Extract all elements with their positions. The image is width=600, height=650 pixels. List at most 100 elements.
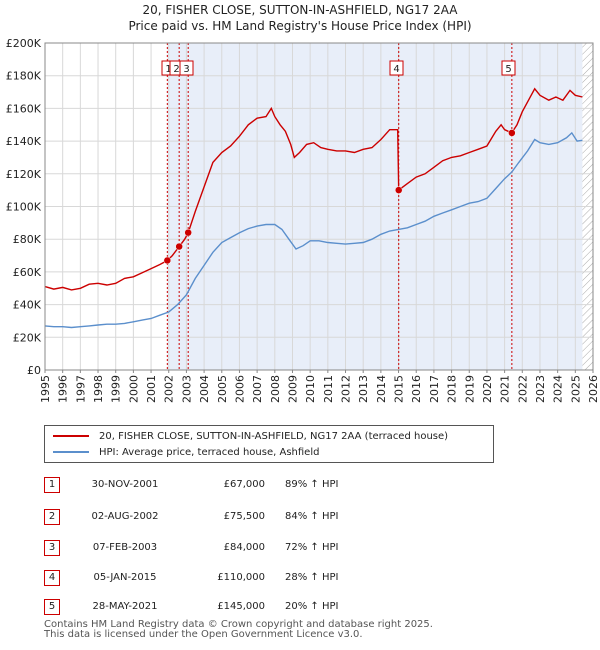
- x-tick-label: 2012: [340, 375, 353, 403]
- x-tick-label: 2000: [127, 375, 140, 403]
- sale-point: [184, 228, 192, 237]
- sale-label-frame: [179, 60, 194, 76]
- sale-point: [508, 129, 516, 137]
- sale-number-badge: 1: [44, 477, 60, 493]
- sale-hpi-diff: 84% ↑ HPI: [285, 511, 339, 522]
- sale-date: 28-MAY-2021: [92, 601, 158, 612]
- x-tick-label: 2002: [163, 375, 176, 403]
- footer: Contains HM Land Registry data © Crown c…: [44, 620, 433, 640]
- legend-swatch-property: [53, 435, 89, 437]
- sale-label-number: 5: [505, 64, 511, 75]
- sale-hpi-diff: 28% ↑ HPI: [285, 572, 339, 583]
- x-tick-label: 1999: [110, 375, 123, 403]
- x-tick-label: 2018: [446, 375, 459, 403]
- sale-label-box: 4: [389, 60, 404, 76]
- sale-price: £75,500: [223, 511, 265, 522]
- x-tick-label: 2014: [375, 375, 388, 403]
- x-tick-label: 2016: [410, 375, 423, 403]
- chart-subtitle: Price paid vs. HM Land Registry's House …: [128, 19, 472, 33]
- y-tick-label: £60K: [13, 266, 42, 279]
- sale-point: [394, 186, 403, 194]
- legend-item-hpi: HPI: Average price, terraced house, Ashf…: [53, 445, 319, 459]
- x-tick-label: 2009: [286, 375, 299, 403]
- y-tick-label: £200K: [6, 37, 42, 50]
- table-row: 3 07-FEB-2003 £84,000 72% ↑ HPI: [0, 538, 600, 558]
- x-tick-label: 2010: [304, 375, 317, 403]
- footer-licence: This data is licensed under the Open Gov…: [44, 629, 363, 640]
- legend-label-property: 20, FISHER CLOSE, SUTTON-IN-ASHFIELD, NG…: [99, 430, 449, 442]
- x-tick-label: 1998: [92, 375, 105, 403]
- x-tick-label: 2021: [499, 375, 512, 403]
- y-tick-label: £80K: [13, 233, 42, 246]
- table-row: 4 05-JAN-2015 £110,000 28% ↑ HPI: [0, 568, 600, 588]
- x-tick-label: 2025: [569, 375, 582, 403]
- x-tick-label: 1996: [57, 375, 70, 403]
- sale-date: 07-FEB-2003: [92, 542, 158, 553]
- sale-price: £84,000: [223, 542, 265, 553]
- x-tick-label: 2003: [180, 375, 193, 403]
- plot-frame: [44, 42, 594, 371]
- y-tick-label: £20K: [13, 331, 42, 344]
- sale-price: £67,000: [223, 479, 265, 490]
- y-tick-label: £0: [27, 364, 41, 377]
- x-tick-label: 2013: [357, 375, 370, 403]
- sale-label-number: 2: [173, 64, 179, 75]
- x-tick-label: 2006: [233, 375, 246, 403]
- y-tick-label: £40K: [13, 299, 42, 312]
- table-row: 5 28-MAY-2021 £145,000 20% ↑ HPI: [0, 597, 600, 617]
- sale-label-box: 3: [179, 60, 194, 76]
- x-tick-label: 2005: [216, 375, 229, 403]
- x-tick-label: 2001: [145, 375, 158, 403]
- x-tick-label: 2004: [198, 375, 211, 403]
- y-tick-label: £160K: [6, 102, 42, 115]
- x-tick-label: 2022: [516, 375, 529, 403]
- y-tick-label: £120K: [6, 168, 42, 181]
- x-tick-label: 2019: [463, 375, 476, 403]
- sale-point: [163, 256, 172, 265]
- sale-number-badge: 3: [44, 540, 60, 556]
- sale-hpi-diff: 20% ↑ HPI: [285, 601, 339, 612]
- sale-date: 02-AUG-2002: [91, 511, 159, 522]
- x-tick-label: 2020: [481, 375, 494, 403]
- chart-title: 20, FISHER CLOSE, SUTTON-IN-ASHFIELD, NG…: [142, 3, 458, 17]
- hpi-line: [44, 131, 583, 329]
- x-tick-label: 2011: [322, 375, 335, 403]
- sale-label-number: 3: [183, 64, 189, 75]
- legend-label-hpi: HPI: Average price, terraced house, Ashf…: [99, 446, 320, 458]
- x-tick-label: 2026: [587, 375, 600, 403]
- legend: 20, FISHER CLOSE, SUTTON-IN-ASHFIELD, NG…: [44, 425, 494, 463]
- sale-label-frame: [389, 60, 404, 76]
- footer-copyright: Contains HM Land Registry data © Crown c…: [44, 619, 433, 630]
- table-row: 2 02-AUG-2002 £75,500 84% ↑ HPI: [0, 507, 600, 527]
- x-tick-label: 2023: [534, 375, 547, 403]
- sale-date: 05-JAN-2015: [93, 572, 157, 583]
- sale-hpi-diff: 72% ↑ HPI: [285, 542, 339, 553]
- table-row: 1 30-NOV-2001 £67,000 89% ↑ HPI: [0, 475, 600, 495]
- sale-number-badge: 2: [44, 509, 60, 525]
- sale-number-badge: 4: [44, 570, 60, 586]
- x-tick-label: 1995: [39, 375, 52, 403]
- x-tick-label: 2007: [251, 375, 264, 403]
- price-chart: 1 2 3 4 5 £0 £20K £40K £60K £80K £100K £120K £140K £1…: [6, 37, 600, 403]
- x-tick-label: 1997: [74, 375, 87, 403]
- sale-price: £145,000: [217, 601, 265, 612]
- sale-label-number: 1: [165, 64, 171, 75]
- sale-hpi-diff: 89% ↑ HPI: [285, 479, 339, 490]
- y-tick-label: £100K: [6, 201, 42, 214]
- sale-point: [175, 242, 183, 251]
- sale-date: 30-NOV-2001: [91, 479, 159, 490]
- sale-label-box: 5: [501, 60, 516, 76]
- sale-price: £110,000: [217, 572, 265, 583]
- y-tick-label: £180K: [6, 70, 42, 83]
- x-tick-label: 2024: [552, 375, 565, 403]
- sale-label-frame: [501, 60, 516, 76]
- legend-item-property: 20, FISHER CLOSE, SUTTON-IN-ASHFIELD, NG…: [53, 429, 448, 443]
- x-tick-label: 2015: [393, 375, 406, 403]
- x-tick-label: 2017: [428, 375, 441, 403]
- y-tick-label: £140K: [6, 135, 42, 148]
- sale-number-badge: 5: [44, 599, 60, 615]
- x-tick-label: 2008: [269, 375, 282, 403]
- legend-swatch-hpi: [53, 451, 89, 453]
- sale-label-number: 4: [393, 64, 399, 75]
- property-price-line: [44, 87, 583, 291]
